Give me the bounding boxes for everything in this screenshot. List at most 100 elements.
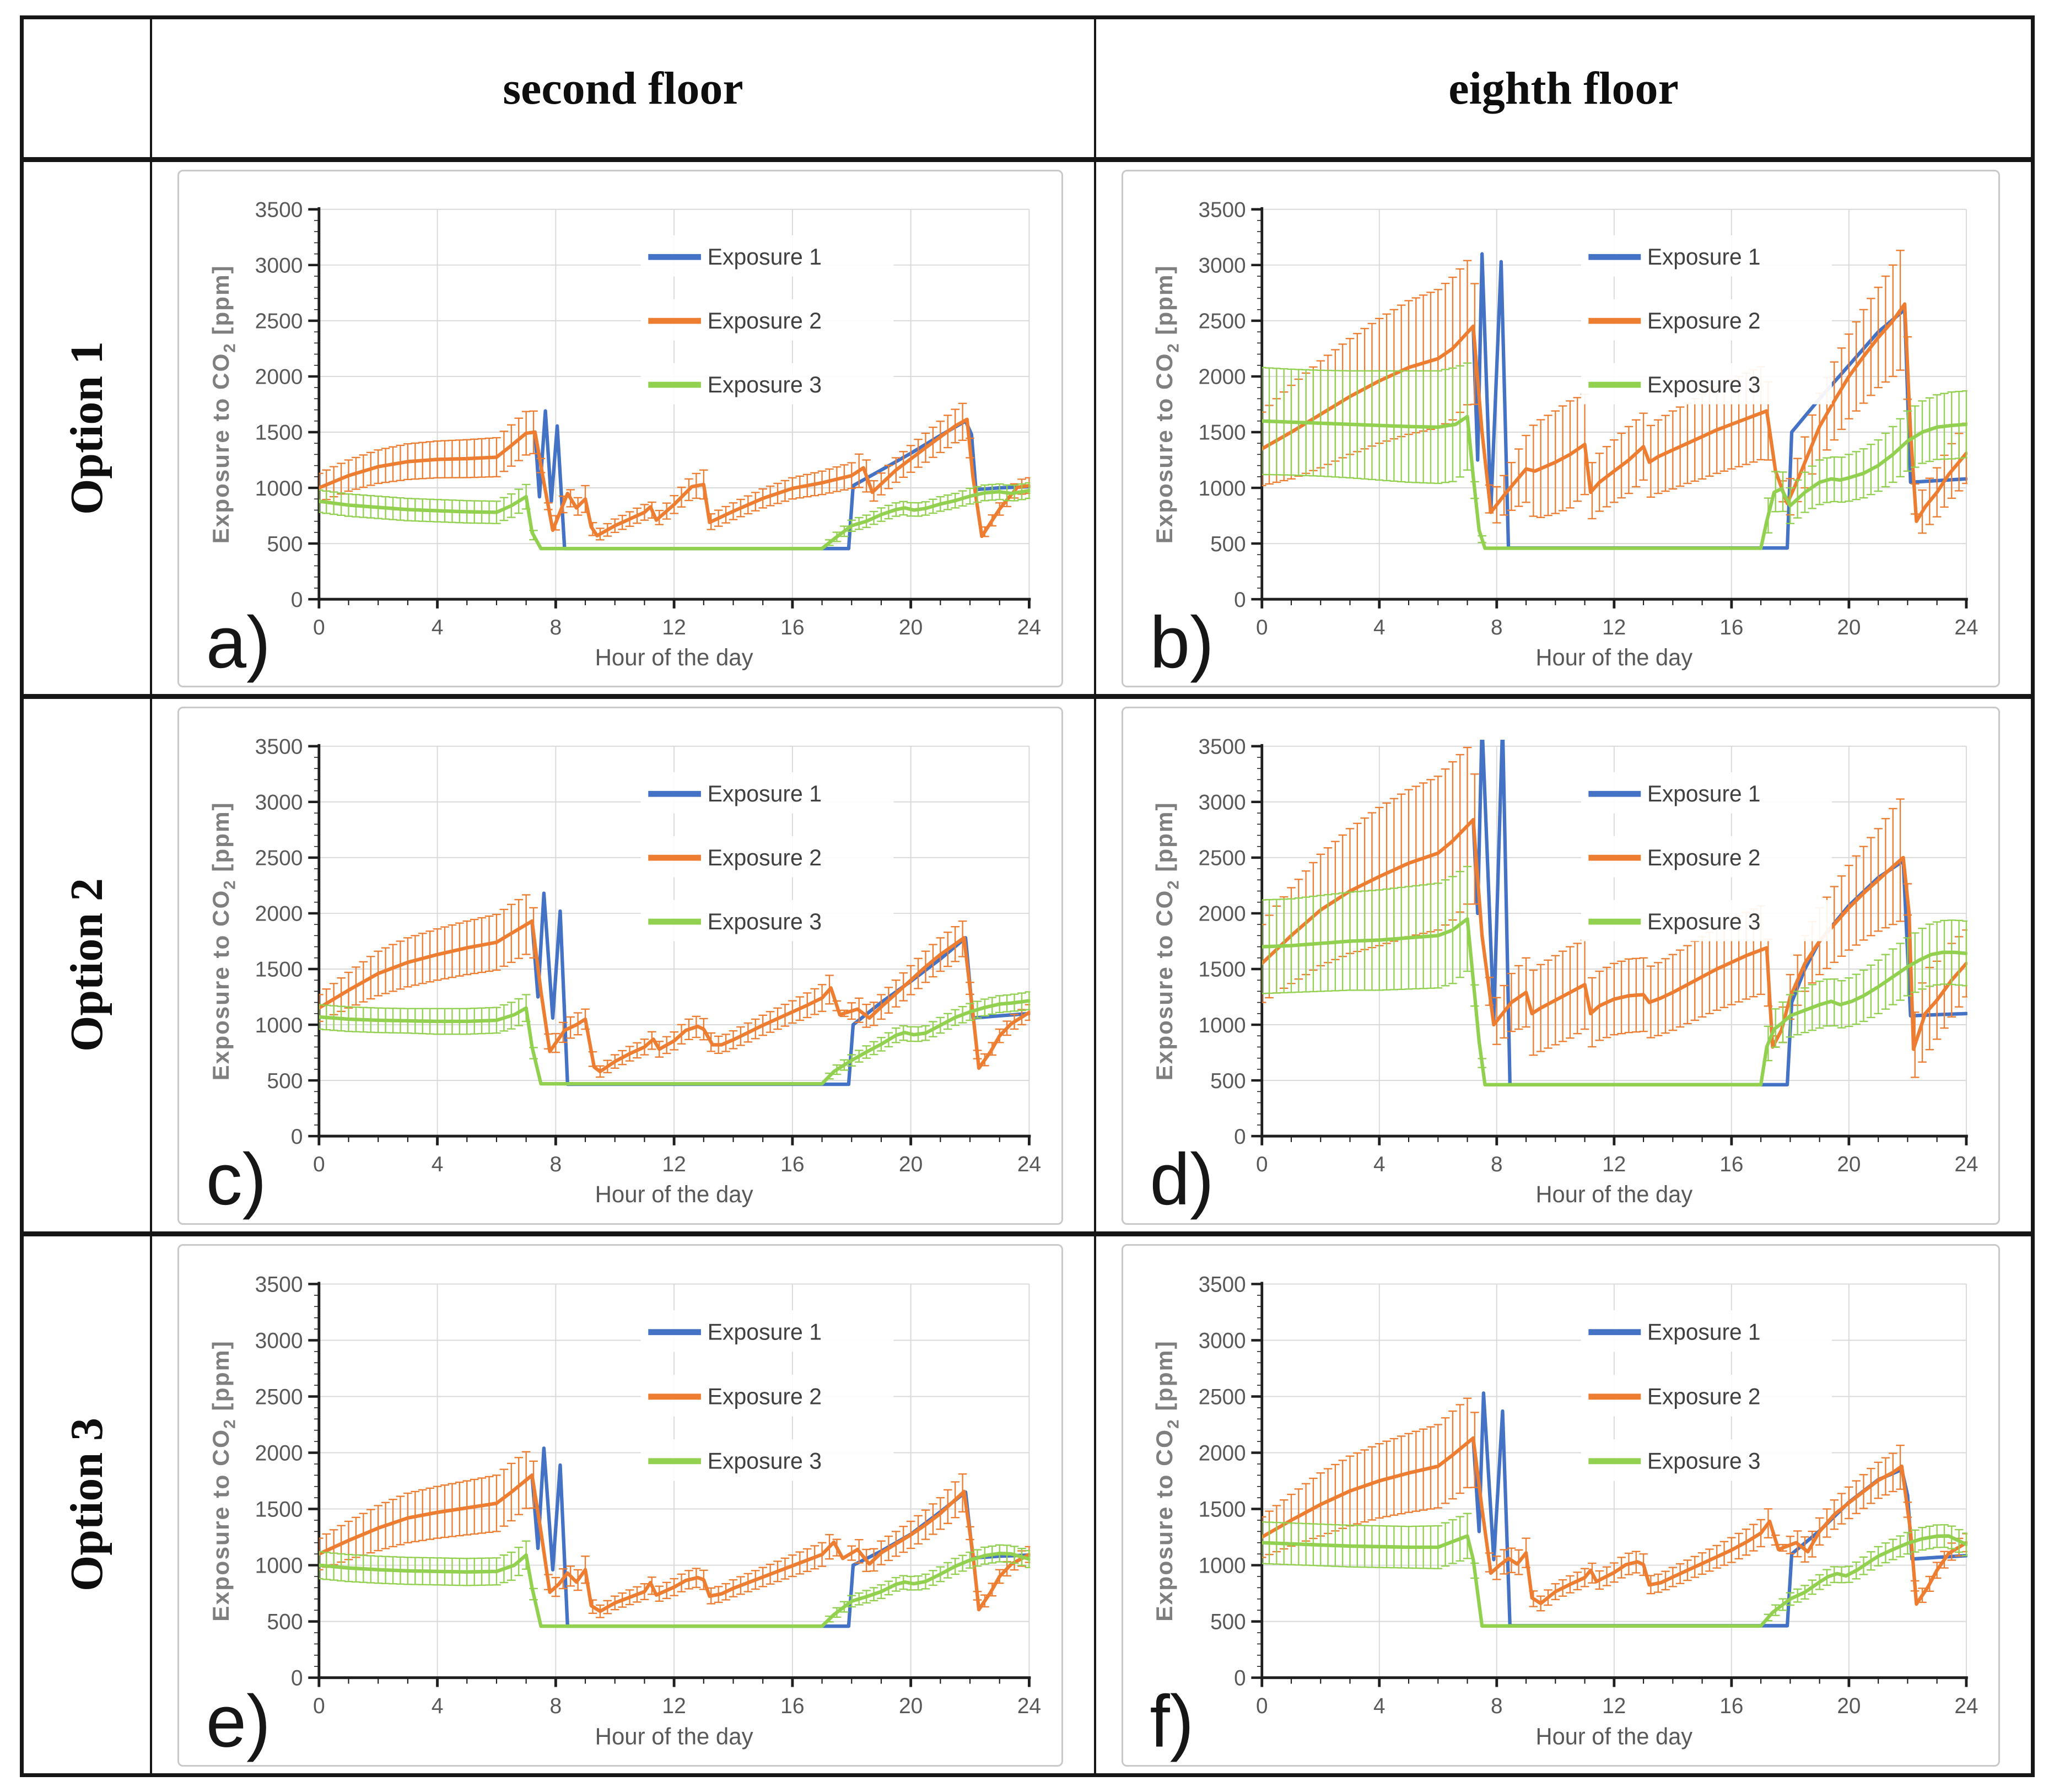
legend-label: Exposure 2 xyxy=(1647,1384,1761,1409)
legend-item-1: Exposure 1 xyxy=(640,772,894,814)
svg-text:1500: 1500 xyxy=(255,958,303,982)
svg-text:20: 20 xyxy=(899,1693,923,1718)
axes xyxy=(308,207,1031,609)
y-axis-title: Exposure to CO2 [ppm] xyxy=(208,265,239,543)
legend-item-3: Exposure 3 xyxy=(640,1439,894,1481)
chart-svg-e: 0 500 1000 1500 2000 2500 3000 3500 0 4 8 12 16 20 24 E… xyxy=(206,1272,1041,1763)
chart-frame-c: 0 500 1000 1500 2000 2500 3000 3500 0 4 8 12 16 20 24 E… xyxy=(177,707,1063,1225)
panel-letter-d: d) xyxy=(1150,1138,1214,1220)
svg-text:12: 12 xyxy=(1602,616,1626,639)
svg-text:20: 20 xyxy=(1837,1694,1861,1718)
x-axis-title: Hour of the day xyxy=(1535,1181,1692,1207)
y-axis-title: Exposure to CO2 [ppm] xyxy=(1152,1340,1183,1622)
svg-text:12: 12 xyxy=(662,616,686,639)
legend-label: Exposure 3 xyxy=(1647,909,1761,934)
legend-item-1: Exposure 1 xyxy=(1581,772,1832,814)
series-exposure-3-f xyxy=(1261,1513,1967,1628)
svg-text:3500: 3500 xyxy=(255,1272,303,1296)
svg-text:1000: 1000 xyxy=(1199,1554,1246,1578)
tick-labels: 0 500 1000 1500 2000 2500 3000 3500 0 4 8 12 16 20 24 xyxy=(255,1272,1041,1718)
legend: Exposure 1 Exposure 2 Exposure 3 xyxy=(640,235,894,405)
svg-text:20: 20 xyxy=(1837,1153,1861,1176)
legend-label: Exposure 3 xyxy=(1647,372,1761,397)
svg-text:0: 0 xyxy=(1234,588,1246,612)
column-header-label: second floor xyxy=(503,62,743,114)
tick-labels: 0 500 1000 1500 2000 2500 3000 3500 0 4 8 12 16 20 24 xyxy=(255,735,1041,1177)
legend-label: Exposure 1 xyxy=(1647,244,1761,270)
series-exposure-2-e xyxy=(319,1451,1031,1618)
svg-text:3500: 3500 xyxy=(255,198,303,222)
svg-text:16: 16 xyxy=(1719,616,1743,639)
column-header-label: eighth floor xyxy=(1448,62,1679,114)
tick-labels: 0 500 1000 1500 2000 2500 3000 3500 0 4 8 12 16 20 24 xyxy=(1199,198,1978,639)
series-exposure-2-f xyxy=(1261,1397,1967,1612)
svg-text:1500: 1500 xyxy=(1199,1498,1246,1522)
legend-item-2: Exposure 2 xyxy=(1581,836,1832,878)
svg-text:8: 8 xyxy=(1491,616,1503,639)
legend: Exposure 1 Exposure 2 Exposure 3 xyxy=(640,772,894,941)
svg-text:2000: 2000 xyxy=(255,1441,303,1465)
row-header-option-1: Option 1 xyxy=(24,162,152,699)
svg-text:4: 4 xyxy=(1373,1153,1385,1176)
svg-text:500: 500 xyxy=(1210,1069,1246,1093)
svg-text:500: 500 xyxy=(267,532,303,556)
svg-text:0: 0 xyxy=(1234,1666,1246,1691)
chart-cell-b: 0 500 1000 1500 2000 2500 3000 3500 0 4 8 12 16 20 24 E… xyxy=(1096,162,2031,699)
chart-frame-e: 0 500 1000 1500 2000 2500 3000 3500 0 4 8 12 16 20 24 E… xyxy=(177,1244,1063,1767)
legend-item-1: Exposure 1 xyxy=(640,235,894,277)
svg-text:4: 4 xyxy=(1373,1694,1385,1718)
chart-cell-e: 0 500 1000 1500 2000 2500 3000 3500 0 4 8 12 16 20 24 E… xyxy=(152,1236,1096,1773)
chart-frame-a: 0 500 1000 1500 2000 2500 3000 3500 0 4 8 12 16 20 24 E… xyxy=(177,170,1063,688)
legend-item-2: Exposure 2 xyxy=(640,299,894,341)
svg-text:8: 8 xyxy=(549,1153,562,1176)
row-header-label: Option 1 xyxy=(61,341,112,515)
svg-text:1000: 1000 xyxy=(255,1553,303,1578)
x-axis-title: Hour of the day xyxy=(1536,1723,1693,1750)
svg-text:24: 24 xyxy=(1954,1153,1978,1176)
svg-text:12: 12 xyxy=(1602,1153,1626,1176)
legend-label: Exposure 2 xyxy=(708,308,822,333)
svg-text:20: 20 xyxy=(899,1153,923,1176)
panel-letter-c: c) xyxy=(206,1139,267,1220)
series-exposure-3-b xyxy=(1261,362,1967,550)
svg-text:2000: 2000 xyxy=(255,365,303,389)
svg-text:4: 4 xyxy=(432,1693,444,1718)
series-exposure-3-c xyxy=(319,991,1031,1086)
row-header-label: Option 2 xyxy=(61,878,112,1052)
y-axis-title: Exposure to CO2 [ppm] xyxy=(1151,802,1182,1081)
svg-text:2500: 2500 xyxy=(1199,1385,1246,1409)
figure-table: second floor eighth floor Option 1 0 500 1… xyxy=(20,15,2035,1777)
svg-text:8: 8 xyxy=(1491,1694,1503,1718)
legend-label: Exposure 3 xyxy=(708,1448,822,1473)
svg-text:16: 16 xyxy=(1719,1694,1743,1718)
legend: Exposure 1 Exposure 2 Exposure 3 xyxy=(640,1310,894,1481)
legend-label: Exposure 2 xyxy=(708,845,822,870)
svg-text:2000: 2000 xyxy=(1199,365,1246,389)
legend: Exposure 1 Exposure 2 Exposure 3 xyxy=(1581,235,1832,405)
svg-text:1500: 1500 xyxy=(255,1497,303,1521)
svg-text:500: 500 xyxy=(1210,1610,1246,1634)
row-header-label: Option 3 xyxy=(61,1418,112,1592)
svg-text:24: 24 xyxy=(1017,1693,1041,1718)
chart-cell-f: 0 500 1000 1500 2000 2500 3000 3500 0 4 8 12 16 20 24 E… xyxy=(1096,1236,2031,1773)
svg-text:2000: 2000 xyxy=(255,902,303,926)
panel-letter-f: f) xyxy=(1150,1680,1194,1763)
svg-text:20: 20 xyxy=(899,616,923,639)
svg-text:500: 500 xyxy=(267,1610,303,1634)
svg-text:1000: 1000 xyxy=(255,1014,303,1037)
chart-svg-d: 0 500 1000 1500 2000 2500 3000 3500 0 4 8 12 16 20 24 E… xyxy=(1150,735,1978,1220)
legend-item-1: Exposure 1 xyxy=(640,1310,894,1352)
svg-text:24: 24 xyxy=(1017,1153,1041,1176)
svg-text:4: 4 xyxy=(432,616,444,639)
column-header-second-floor: second floor xyxy=(152,19,1096,162)
y-axis-title: Exposure to CO2 [ppm] xyxy=(208,1340,239,1622)
tick-labels: 0 500 1000 1500 2000 2500 3000 3500 0 4 8 12 16 20 24 xyxy=(1199,735,1978,1177)
svg-text:0: 0 xyxy=(291,1125,303,1149)
legend-item-3: Exposure 3 xyxy=(1581,1439,1832,1481)
svg-text:0: 0 xyxy=(313,1693,325,1718)
column-header-eighth-floor: eighth floor xyxy=(1096,19,2031,162)
legend-item-3: Exposure 3 xyxy=(1581,363,1832,405)
svg-text:1500: 1500 xyxy=(1199,958,1246,982)
svg-text:3500: 3500 xyxy=(1199,198,1246,222)
